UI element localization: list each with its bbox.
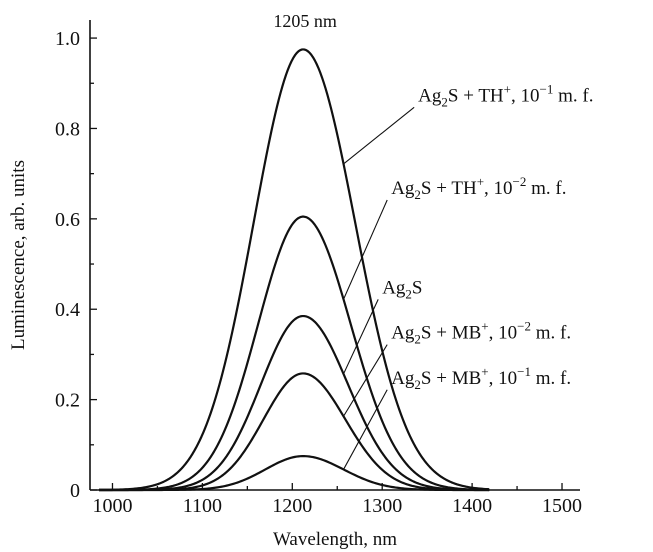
series-label: Ag2S + MB+, 10−1 m. f. xyxy=(391,364,571,392)
y-tick-label: 0.6 xyxy=(55,209,80,231)
series-label-base: Ag xyxy=(418,85,442,106)
y-tick-label: 0 xyxy=(70,480,80,502)
y-tick-label: 0.8 xyxy=(55,118,80,140)
curves xyxy=(98,48,490,492)
series-label-sup1: + xyxy=(477,174,484,189)
series-label-sup1: + xyxy=(504,81,511,96)
series-label-mid: S + MB xyxy=(421,368,481,389)
series-label: Ag2S + TH+, 10−1 m. f. xyxy=(418,81,593,109)
series-label-sup1: + xyxy=(481,319,488,334)
series-leader-line xyxy=(343,199,388,300)
series-leader-line xyxy=(343,389,388,470)
series-curve-2 xyxy=(98,215,490,492)
series-label-base: Ag xyxy=(391,368,415,389)
series-label-sub: 2 xyxy=(414,377,421,392)
x-tick-label: 1100 xyxy=(183,495,222,517)
series-label-sub: 2 xyxy=(414,187,421,202)
series-label-conc: , 10 xyxy=(484,178,512,199)
series-label-base: Ag xyxy=(391,178,415,199)
series-label-tail: m. f. xyxy=(531,368,571,389)
series-leader-line xyxy=(343,344,388,417)
series-curve-4 xyxy=(98,372,490,492)
series-label-sup2: −2 xyxy=(517,319,531,334)
x-tick-label: 1400 xyxy=(452,495,492,517)
series-labels: Ag2S + TH+, 10−1 m. f.Ag2S + TH+, 10−2 m… xyxy=(343,81,593,470)
y-tick-label: 0.4 xyxy=(55,299,80,321)
series-label-conc: , 10 xyxy=(489,368,517,389)
series-label-sub: 2 xyxy=(414,332,421,347)
series-label: Ag2S xyxy=(382,277,422,301)
series-label-tail: m. f. xyxy=(531,323,571,344)
series-leader-line xyxy=(343,299,379,375)
x-tick-label: 1500 xyxy=(542,495,582,517)
series-label-sup2: −1 xyxy=(517,364,531,379)
series-label: Ag2S + TH+, 10−2 m. f. xyxy=(391,174,566,202)
series-curve-1 xyxy=(98,48,490,492)
series-label-tail: m. f. xyxy=(553,85,593,106)
peak-annotation: 1205 nm xyxy=(273,11,337,31)
series-label-mid: S xyxy=(412,277,423,298)
series-label-tail: m. f. xyxy=(526,178,566,199)
x-tick-label: 1000 xyxy=(92,495,132,517)
series-label-mid: S + MB xyxy=(421,323,481,344)
series-label-base: Ag xyxy=(391,323,415,344)
series-label-conc: , 10 xyxy=(489,323,517,344)
series-label-mid: S + TH xyxy=(421,178,477,199)
y-tick-label: 1.0 xyxy=(55,28,80,50)
series-label-sup2: −1 xyxy=(540,81,554,96)
x-tick-label: 1200 xyxy=(272,495,312,517)
series-label-base: Ag xyxy=(382,277,406,298)
x-axis-title: Wavelength, nm xyxy=(273,529,397,550)
series-label: Ag2S + MB+, 10−2 m. f. xyxy=(391,319,571,347)
series-curve-5 xyxy=(98,455,490,492)
y-axis-title: Luminescence, arb. units xyxy=(8,160,29,350)
x-tick-label: 1300 xyxy=(362,495,402,517)
series-label-sub: 2 xyxy=(441,94,448,109)
y-tick-label: 0.2 xyxy=(55,390,80,412)
series-label-sup1: + xyxy=(481,364,488,379)
series-label-mid: S + TH xyxy=(448,85,504,106)
ticks: 1000 1100 1200 1300 1400 1500 0 0.2 0.4 0.6 0.8 1.0 xyxy=(55,28,582,517)
series-label-sup2: −2 xyxy=(513,174,527,189)
series-label-sub: 2 xyxy=(405,286,412,301)
series-leader-line xyxy=(343,106,415,165)
series-label-conc: , 10 xyxy=(511,85,540,106)
